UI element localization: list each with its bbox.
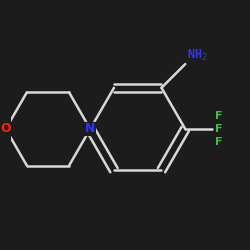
Text: N: N xyxy=(85,122,96,136)
Text: F: F xyxy=(215,111,222,121)
Text: F: F xyxy=(215,124,222,134)
Text: O: O xyxy=(0,122,11,136)
Text: NH$_2$: NH$_2$ xyxy=(186,48,207,63)
Text: F: F xyxy=(215,137,222,147)
